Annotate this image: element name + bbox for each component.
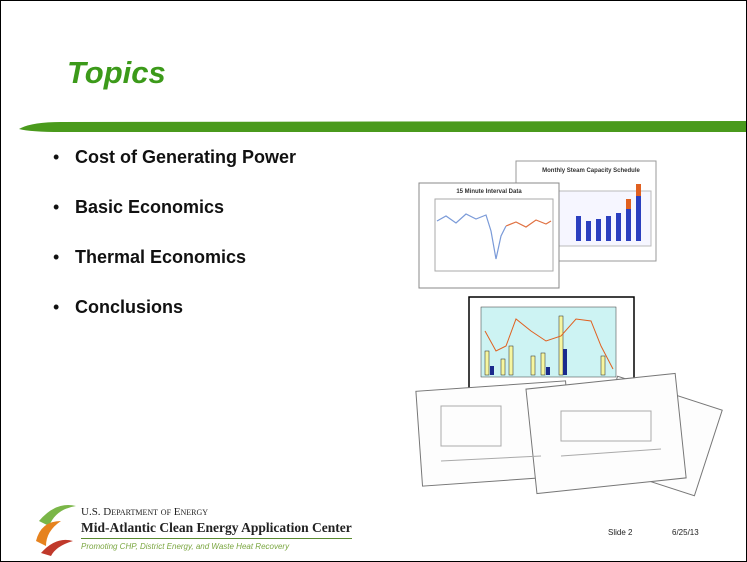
interval-chart-title: 15 Minute Interval Data xyxy=(456,189,522,195)
slide: Monthly Steam Capacity Schedule 15 Minut… xyxy=(0,0,747,562)
date: 6/25/13 xyxy=(672,528,699,537)
slide-title: Topics xyxy=(67,55,166,91)
steam-chart-title: Monthly Steam Capacity Schedule xyxy=(542,168,640,174)
slide-number: Slide 2 xyxy=(608,528,632,537)
title-bar xyxy=(19,121,746,132)
engineering-drawings-image xyxy=(416,373,722,495)
bullet: Cost of Generating Power xyxy=(53,147,296,197)
bullet: Thermal Economics xyxy=(53,247,296,297)
bullet-list: Cost of Generating Power Basic Economics… xyxy=(53,147,296,347)
logo xyxy=(36,505,76,556)
bullet: Basic Economics xyxy=(53,197,296,247)
tagline: Promoting CHP, District Energy, and Wast… xyxy=(81,542,289,551)
center-name: Mid-Atlantic Clean Energy Application Ce… xyxy=(81,520,352,539)
org-line: U.S. Department of Energy xyxy=(81,506,208,518)
bullet: Conclusions xyxy=(53,297,296,347)
interval-chart-image: 15 Minute Interval Data xyxy=(419,183,559,288)
